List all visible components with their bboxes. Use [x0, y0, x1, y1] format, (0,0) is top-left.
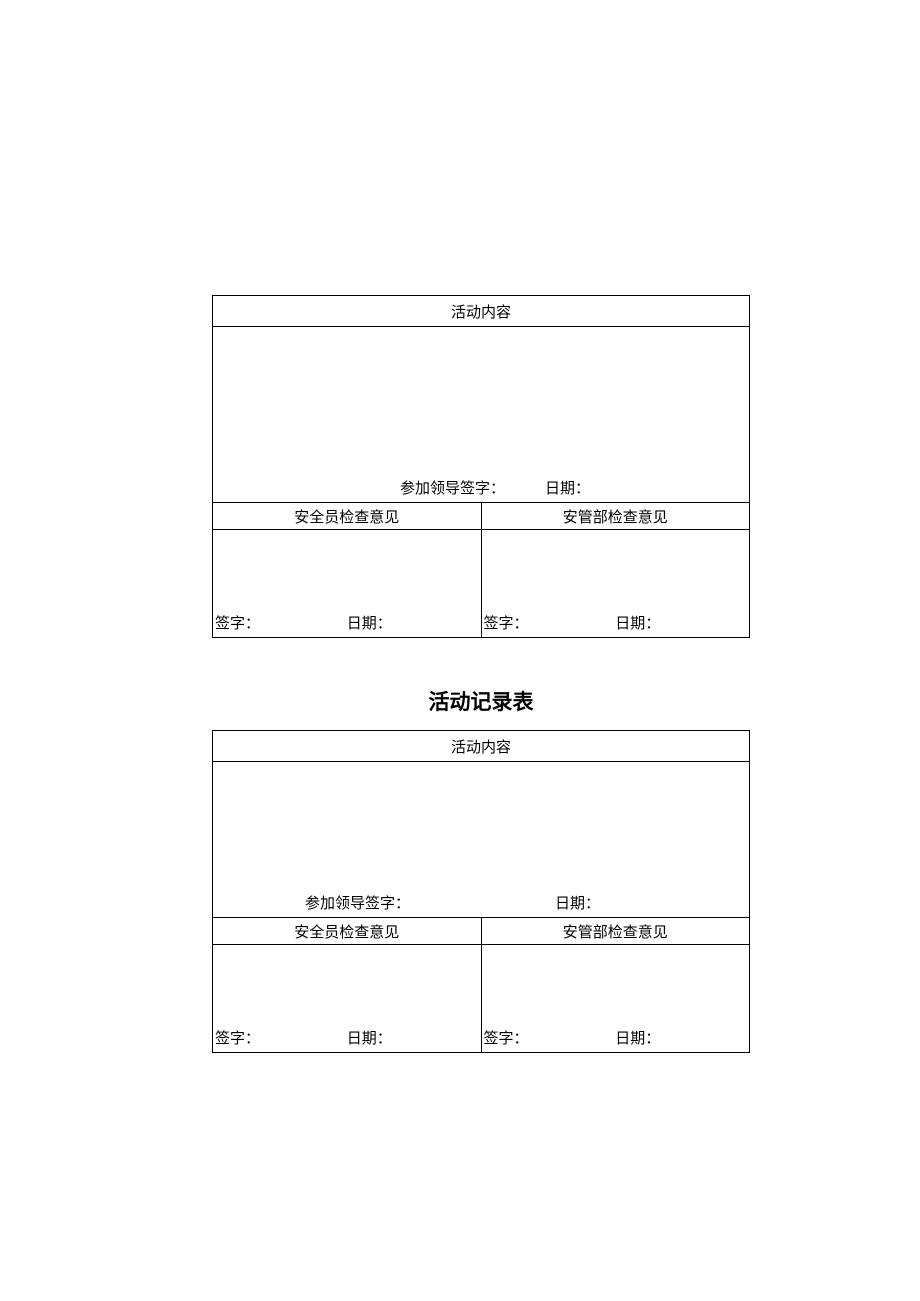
activity-content-body: 参加领导签字： 日期： — [213, 762, 750, 918]
sign-date-label: 日期： — [615, 612, 747, 633]
activity-record-title: 活动记录表 — [212, 686, 750, 716]
date-label: 日期： — [505, 477, 590, 498]
sign-date-label: 日期： — [347, 1027, 479, 1048]
activity-content-header: 活动内容 — [213, 296, 750, 327]
activity-table-1: 活动内容 参加领导签字： 日期： 安全员检查意见 安管部检查意见 签字： 日期： — [212, 295, 750, 638]
sign-date-label: 日期： — [615, 1027, 747, 1048]
date-label: 日期： — [410, 892, 600, 913]
sign-date-label: 日期： — [347, 612, 479, 633]
safety-inspector-opinion-header: 安全员检查意见 — [213, 503, 482, 530]
activity-content-body: 参加领导签字： 日期： — [213, 327, 750, 503]
safety-dept-opinion-body: 签字： 日期： — [481, 945, 750, 1053]
sign-label: 签字： — [215, 612, 347, 633]
safety-inspector-opinion-body: 签字： 日期： — [213, 530, 482, 638]
activity-table-2: 活动内容 参加领导签字： 日期： 安全员检查意见 安管部检查意见 签字： 日期： — [212, 730, 750, 1053]
leader-sign-label: 参加领导签字： — [215, 477, 505, 498]
safety-dept-opinion-header: 安管部检查意见 — [481, 918, 750, 945]
sign-label: 签字： — [484, 612, 616, 633]
leader-sign-label: 参加领导签字： — [215, 892, 410, 913]
safety-inspector-opinion-body: 签字： 日期： — [213, 945, 482, 1053]
document-page: 活动内容 参加领导签字： 日期： 安全员检查意见 安管部检查意见 签字： 日期： — [0, 0, 920, 1053]
safety-dept-opinion-header: 安管部检查意见 — [481, 503, 750, 530]
safety-dept-opinion-body: 签字： 日期： — [481, 530, 750, 638]
activity-content-header: 活动内容 — [213, 731, 750, 762]
sign-label: 签字： — [484, 1027, 616, 1048]
sign-label: 签字： — [215, 1027, 347, 1048]
safety-inspector-opinion-header: 安全员检查意见 — [213, 918, 482, 945]
